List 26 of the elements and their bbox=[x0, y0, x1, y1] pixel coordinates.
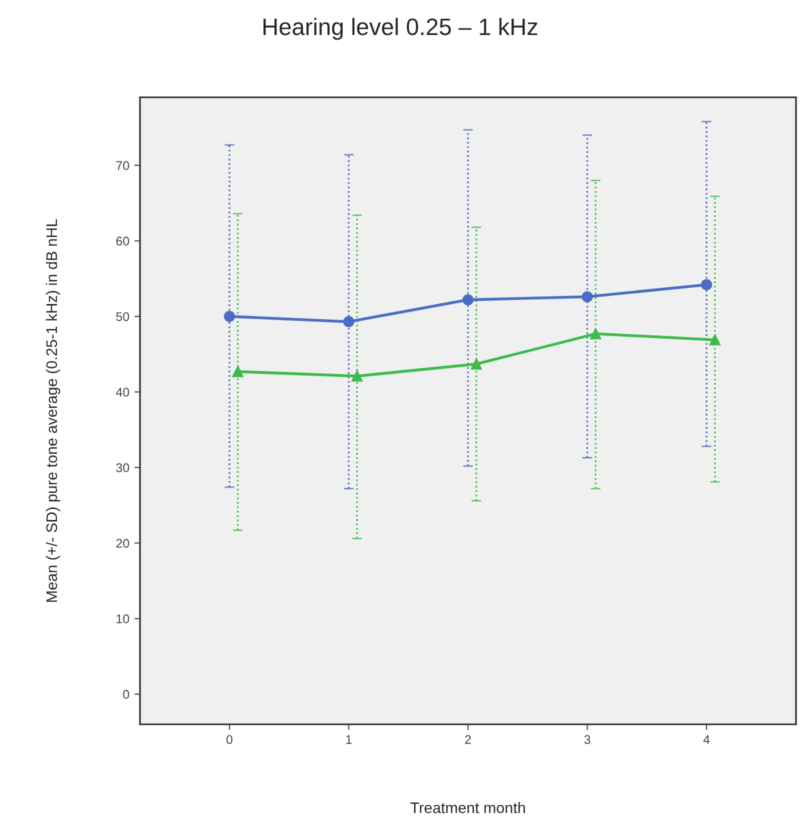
point bbox=[224, 310, 236, 322]
y-tick-label: 60 bbox=[116, 236, 130, 246]
y-tick-label: 70 bbox=[116, 161, 130, 170]
y-tick-label: 40 bbox=[116, 388, 130, 397]
y-axis-title: Mean (+/- SD) pure tone average (0.25-1 kHz) in dB nHL bbox=[46, 219, 60, 602]
x-tick-label: 3 bbox=[584, 735, 590, 744]
point bbox=[232, 366, 244, 378]
x-tick-label: 0 bbox=[226, 735, 232, 744]
y-tick-label: 10 bbox=[116, 614, 130, 624]
x-axis-title: Treatment month bbox=[410, 802, 525, 814]
point bbox=[343, 316, 354, 328]
chart-title: Hearing level 0.25 – 1 kHz bbox=[263, 18, 538, 40]
y-tick-label: 0 bbox=[123, 690, 130, 699]
point bbox=[590, 328, 602, 340]
point bbox=[470, 358, 482, 370]
point bbox=[582, 291, 593, 302]
y-tick-label: 20 bbox=[116, 538, 130, 548]
x-tick-label: 1 bbox=[346, 735, 352, 744]
x-tick-label: 2 bbox=[465, 735, 471, 744]
y-tick-label: 50 bbox=[116, 312, 130, 322]
point bbox=[709, 334, 720, 346]
point bbox=[700, 279, 712, 290]
x-tick-label: 4 bbox=[703, 735, 710, 744]
y-tick-label: 30 bbox=[116, 463, 130, 472]
point bbox=[462, 294, 474, 306]
point bbox=[352, 370, 363, 382]
